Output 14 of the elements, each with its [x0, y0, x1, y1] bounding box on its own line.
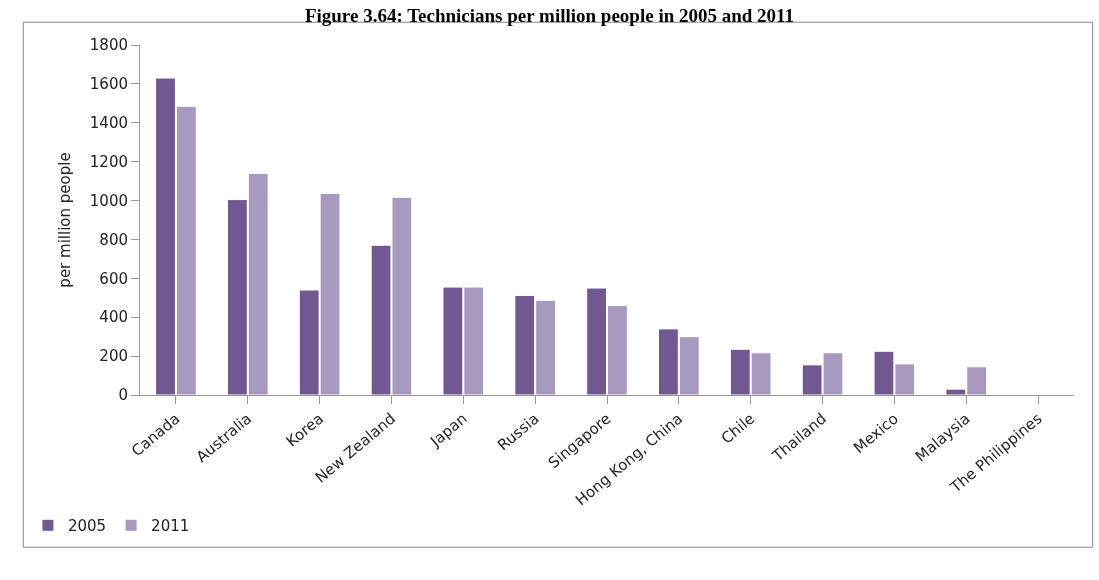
y-axis-title: per million people — [56, 152, 75, 288]
y-tick-label: 1200 — [89, 152, 128, 171]
legend-label: 2005 — [67, 517, 107, 536]
y-tick-label: 400 — [99, 308, 128, 327]
y-tick-label: 200 — [99, 347, 128, 366]
y-tick-label: 1800 — [89, 36, 128, 55]
y-tick-label: 1000 — [89, 191, 128, 210]
y-tick-label: 800 — [99, 230, 128, 249]
y-tick-label: 1600 — [89, 75, 128, 94]
y-tick-label: 0 — [118, 386, 128, 405]
chart-title: Figure 3.64: Technicians per million people in 2005 and 2011 — [304, 5, 795, 26]
y-tick-label: 1400 — [89, 114, 128, 133]
y-tick-label: 600 — [99, 269, 128, 288]
legend-label: 2011 — [151, 517, 190, 536]
